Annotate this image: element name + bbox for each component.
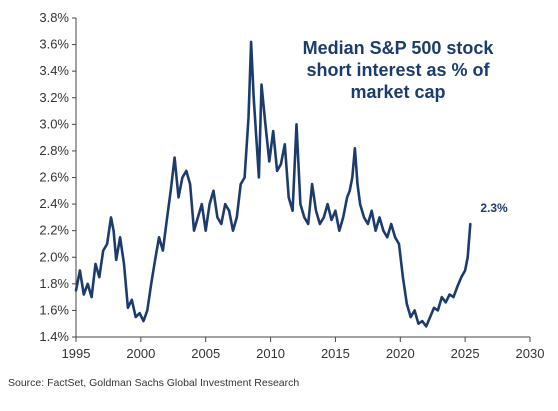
chart-title-line: short interest as % of [306, 60, 490, 80]
x-tick-label: 1995 [62, 346, 91, 361]
y-tick-label: 2.8% [39, 143, 69, 158]
x-tick-label: 2005 [191, 346, 220, 361]
end-value-label: 2.3% [480, 201, 508, 215]
chart-title-line: Median S&P 500 stock [303, 38, 495, 58]
y-tick-label: 2.4% [39, 196, 69, 211]
x-tick-label: 2010 [256, 346, 285, 361]
series-line [74, 40, 472, 328]
y-tick-label: 3.4% [39, 63, 69, 78]
y-tick-label: 3.2% [39, 90, 69, 105]
x-tick-label: 2000 [126, 346, 155, 361]
y-tick-label: 3.6% [39, 37, 69, 52]
y-tick-label: 1.8% [39, 276, 69, 291]
chart-title-line: market cap [350, 82, 445, 102]
source-note: Source: FactSet, Goldman Sachs Global In… [8, 377, 300, 389]
y-tick-label: 1.4% [39, 329, 69, 344]
y-tick-label: 1.6% [39, 302, 69, 317]
y-tick-label: 2.0% [39, 249, 69, 264]
x-tick-label: 2015 [321, 346, 350, 361]
x-tick-label: 2030 [516, 346, 545, 361]
x-tick-label: 2025 [451, 346, 480, 361]
y-tick-label: 3.0% [39, 116, 69, 131]
y-tick-label: 2.6% [39, 170, 69, 185]
y-tick-label: 3.8% [39, 10, 69, 25]
x-tick-label: 2020 [386, 346, 415, 361]
y-tick-label: 2.2% [39, 223, 69, 238]
